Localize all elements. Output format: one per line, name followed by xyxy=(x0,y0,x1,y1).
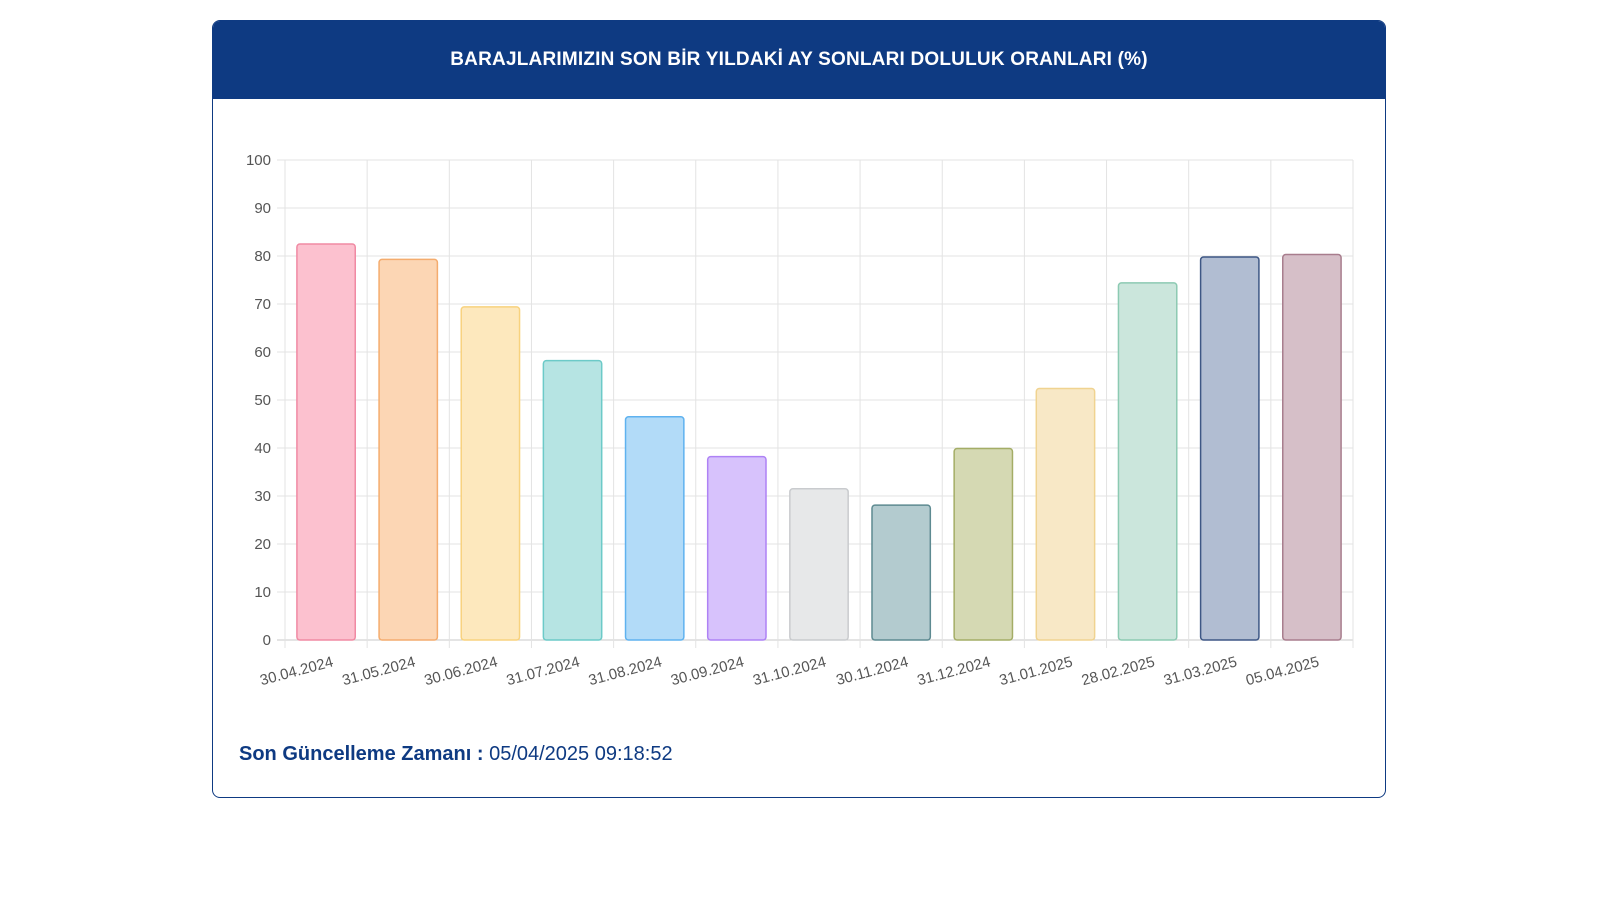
bar-31.01.2025 xyxy=(1035,387,1096,641)
y-tick-label: 10 xyxy=(254,584,271,601)
bar-31.07.2024 xyxy=(542,359,603,641)
last-update-value: 05/04/2025 09:18:52 xyxy=(489,743,673,765)
y-tick-label: 50 xyxy=(254,392,271,409)
last-update-label: Son Güncelleme Zamanı : xyxy=(239,743,484,765)
y-tick-label: 80 xyxy=(254,248,271,265)
bar-30.06.2024 xyxy=(460,306,521,641)
y-tick-label: 0 xyxy=(263,632,271,649)
x-tick-label: 30.04.2024 xyxy=(258,653,335,689)
x-tick-label: 31.07.2024 xyxy=(505,653,582,689)
y-tick-label: 20 xyxy=(254,536,271,553)
x-tick-label: 30.06.2024 xyxy=(423,653,500,689)
y-tick-label: 100 xyxy=(246,152,271,169)
y-tick-label: 70 xyxy=(254,296,271,313)
y-tick-label: 60 xyxy=(254,344,271,361)
chart-title: BARAJLARIMIZIN SON BİR YILDAKİ AY SONLAR… xyxy=(213,21,1385,99)
x-tick-label: 28.02.2025 xyxy=(1080,653,1157,689)
x-tick-label: 31.03.2025 xyxy=(1162,653,1239,689)
x-tick-label: 30.11.2024 xyxy=(834,653,910,689)
x-tick-label: 31.10.2024 xyxy=(751,653,828,689)
bar-31.03.2025 xyxy=(1199,256,1260,641)
bar-30.04.2024 xyxy=(296,243,356,641)
bar-30.11.2024 xyxy=(871,504,932,641)
bar-31.10.2024 xyxy=(789,488,849,641)
y-tick-label: 30 xyxy=(254,488,271,505)
chart-area: 0 10 20 30 40 50 60 70 80 90 100 30.04.2024 31.05.20… xyxy=(213,99,1384,719)
bar-31.12.2024 xyxy=(953,447,1014,641)
bar-28.02.2025 xyxy=(1117,282,1178,641)
bar-30.09.2024 xyxy=(706,455,767,641)
x-tick-label: 31.08.2024 xyxy=(587,653,664,689)
x-tick-label: 31.12.2024 xyxy=(915,653,992,689)
x-tick-label: 30.09.2024 xyxy=(669,653,746,689)
bar-05.04.2025 xyxy=(1282,253,1342,641)
bar-31.05.2024 xyxy=(378,258,439,641)
bar-chart: 0 10 20 30 40 50 60 70 80 90 100 30.04.2024 31.05.20… xyxy=(246,152,1354,689)
chart-card: BARAJLARIMIZIN SON BİR YILDAKİ AY SONLAR… xyxy=(212,20,1386,798)
last-update: Son Güncelleme Zamanı : 05/04/2025 09:18… xyxy=(239,743,673,766)
bar-31.08.2024 xyxy=(624,416,685,641)
x-tick-label: 31.05.2024 xyxy=(340,653,417,689)
y-tick-label: 40 xyxy=(254,440,271,457)
x-tick-label: 31.01.2025 xyxy=(998,653,1075,689)
y-tick-label: 90 xyxy=(254,200,271,217)
x-tick-label: 05.04.2025 xyxy=(1244,653,1321,689)
